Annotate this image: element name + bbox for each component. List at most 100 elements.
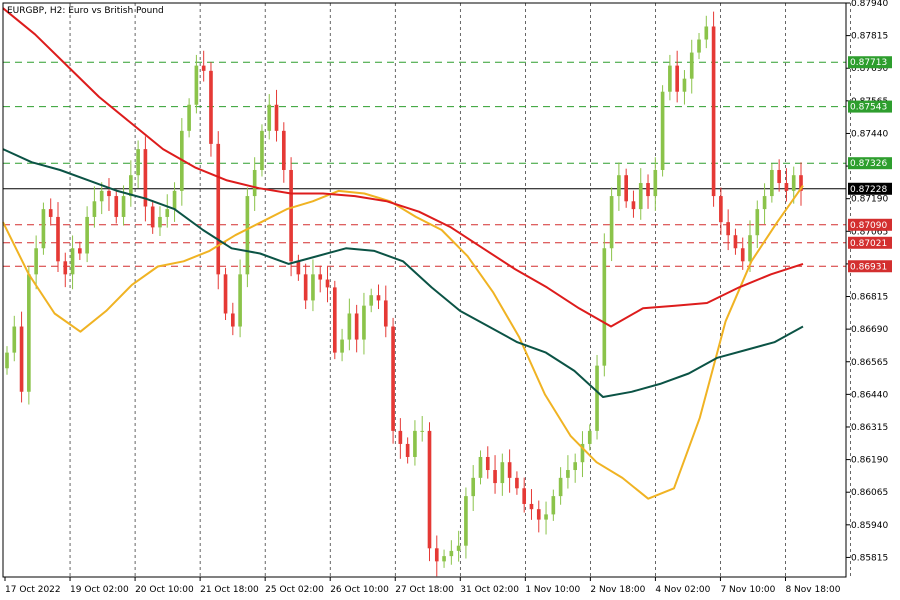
price-tick-label: 0.86190 <box>851 456 888 466</box>
price-tick-label: 0.87690 <box>851 64 888 74</box>
bull-candle <box>99 190 104 202</box>
bull-candle <box>689 52 694 79</box>
bear-candle <box>143 149 148 207</box>
bull-candle <box>449 550 454 557</box>
time-axis: 17 Oct 2022 19 Oct 02:00 20 Oct 10:00 21 Oc… <box>4 577 841 595</box>
moving-average-line <box>2 7 804 328</box>
bear-candle <box>493 470 497 484</box>
bear-candle <box>376 295 381 301</box>
price-tick-label: 0.86315 <box>851 423 888 433</box>
plot-frame <box>2 2 847 578</box>
bull-candle <box>770 169 774 197</box>
bear-candle <box>289 169 293 262</box>
bull-candle <box>478 456 483 478</box>
bear-candle <box>631 201 636 210</box>
bear-candle <box>726 222 730 236</box>
bull-candle <box>245 196 250 275</box>
time-tick-label: 27 Oct 18:00 <box>395 585 454 595</box>
bull-candle <box>70 248 75 275</box>
time-tick-label: 20 Oct 10:00 <box>135 585 194 595</box>
bull-candle <box>136 149 140 176</box>
price-tick-label: 0.86690 <box>851 325 888 335</box>
bull-candle <box>41 209 46 249</box>
bull-candle <box>638 183 643 210</box>
price-tick-label: 0.85940 <box>851 521 888 531</box>
bear-candle <box>434 548 439 562</box>
time-tick-label: 1 Nov 10:00 <box>525 585 580 595</box>
price-level-badge-label: 0.87713 <box>850 58 887 68</box>
bear-candle <box>529 503 534 510</box>
price-tick-label: 0.85815 <box>851 553 888 563</box>
bear-candle <box>646 183 650 197</box>
price-tick-label: 0.86815 <box>851 293 888 303</box>
bear-candle <box>325 279 330 288</box>
bear-candle <box>507 462 512 478</box>
bull-candle <box>369 295 374 306</box>
bear-candle <box>777 169 781 184</box>
bear-candle <box>733 235 738 249</box>
bear-candle <box>274 104 279 131</box>
bull-candle <box>165 209 170 217</box>
bull-candle <box>267 104 272 131</box>
bear-candle <box>391 326 395 431</box>
bear-candle <box>354 313 359 340</box>
price-level-badge <box>848 236 892 249</box>
price-level-badge <box>848 56 892 69</box>
bull-candle <box>27 274 31 392</box>
bear-candle <box>740 248 745 262</box>
price-level-badge-label: 0.86931 <box>850 262 887 272</box>
bull-candle <box>573 462 578 471</box>
bull-candle <box>704 26 709 40</box>
bull-candle <box>660 91 665 170</box>
bull-candle <box>121 196 126 217</box>
bull-candle <box>85 216 89 254</box>
time-tick-label: 8 Nov 18:00 <box>785 585 840 595</box>
bear-candle <box>19 326 24 392</box>
bear-candle <box>223 274 228 314</box>
price-tick-label: 0.87815 <box>851 32 888 42</box>
bull-candle <box>755 209 760 236</box>
time-tick-label: 17 Oct 2022 <box>5 585 61 595</box>
bull-candle <box>362 305 366 340</box>
bull-candle <box>748 235 752 262</box>
time-tick-label: 31 Oct 02:00 <box>460 585 519 595</box>
bear-candle <box>398 430 403 444</box>
bull-candle <box>260 130 264 170</box>
time-tick-label: 25 Oct 02:00 <box>265 585 324 595</box>
bear-candle <box>719 196 723 223</box>
bear-candle <box>536 509 541 520</box>
bull-candle <box>566 470 570 478</box>
bear-candle <box>56 216 60 262</box>
bull-candle <box>544 514 548 520</box>
bear-candle <box>48 209 53 217</box>
bull-candle <box>340 339 344 353</box>
bear-candle <box>711 26 716 197</box>
price-tick-label: 0.87065 <box>851 227 888 237</box>
bull-candle <box>500 462 505 484</box>
bull-candle <box>609 196 614 249</box>
bear-candle <box>318 274 323 280</box>
bear-candle <box>485 456 490 471</box>
price-tick-label: 0.87190 <box>851 195 888 205</box>
bear-candle <box>405 443 410 457</box>
bull-candle <box>420 430 425 432</box>
bull-candle <box>653 169 658 197</box>
bull-candle <box>558 477 563 497</box>
price-level-badge <box>848 260 892 273</box>
bear-candle <box>427 430 432 549</box>
price-level-badge <box>848 157 892 170</box>
bull-candle <box>158 216 162 228</box>
bull-candle <box>5 352 9 369</box>
time-tick-label: 26 Oct 10:00 <box>330 585 389 595</box>
bear-candle <box>332 287 337 353</box>
price-level-badge-label: 0.87326 <box>850 159 887 169</box>
bull-candle <box>456 545 461 551</box>
price-level-badge-label: 0.87543 <box>850 103 887 113</box>
bear-candle <box>216 143 221 275</box>
bear-candle <box>303 274 308 301</box>
moving-average-line <box>2 148 804 398</box>
bull-candle <box>92 201 97 217</box>
bear-candle <box>296 261 301 275</box>
bear-candle <box>63 261 68 275</box>
